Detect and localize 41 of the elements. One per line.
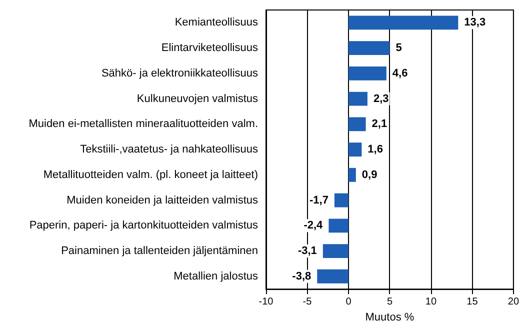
bar: [322, 244, 348, 258]
y-tick-label: Elintarviketeollisuus: [161, 42, 258, 54]
x-tick-label: 5: [386, 296, 393, 308]
y-tick-label: Painaminen ja tallenteiden jäljentäminen: [61, 245, 258, 258]
data-label: 1,6: [368, 144, 383, 156]
y-tick-label: Kemianteollisuus: [174, 16, 258, 29]
bar: [328, 218, 348, 233]
data-label: 0,9: [362, 168, 378, 181]
y-tick-label: Paperin, paperi- ja kartonkituotteiden valmistus: [29, 220, 258, 232]
data-label: 2,1: [372, 118, 388, 130]
y-tick-label: Muiden koneiden ja laitteiden valmistus: [66, 194, 258, 206]
data-label: -3,8: [292, 270, 312, 282]
x-tick-label: 20: [508, 296, 520, 308]
bar: [348, 41, 390, 56]
x-tick-label: -5: [302, 296, 312, 308]
bar: [348, 66, 386, 80]
bar: [348, 117, 366, 132]
x-tick-label: 0: [346, 296, 352, 308]
y-tick-label: Metallien jalostus: [174, 270, 258, 282]
x-tick-label: 15: [466, 296, 478, 308]
x-tick-label: -10: [258, 296, 274, 308]
data-label: -2,4: [304, 220, 324, 232]
bar: [348, 16, 458, 30]
bar: [317, 269, 348, 284]
data-label: 4,6: [392, 67, 408, 80]
data-label: 2,3: [373, 92, 389, 105]
bar: [348, 168, 356, 182]
y-tick-label: Metallituotteiden valm. (pl. koneet ja laitteet): [43, 168, 258, 181]
data-label: -1,7: [309, 194, 328, 206]
y-tick-label: Sähkö- ja elektroniikkateollisuus: [101, 67, 258, 80]
bar: [348, 142, 362, 157]
y-tick-label: Kulkuneuvojen valmistus: [136, 92, 258, 105]
x-axis-title: Muutos %: [365, 312, 414, 324]
y-tick-label: Muiden ei-metallisten mineraalituotteiden valm.: [28, 118, 258, 130]
data-label: 5: [396, 42, 402, 54]
data-label: 13,3: [464, 16, 486, 29]
data-label: -3,1: [298, 245, 317, 258]
bar: [348, 92, 368, 106]
bar: [334, 193, 348, 208]
x-tick-label: 10: [425, 296, 437, 308]
y-tick-label: Tekstiili-,vaatetus- ja nahkateollisuus: [80, 144, 258, 156]
